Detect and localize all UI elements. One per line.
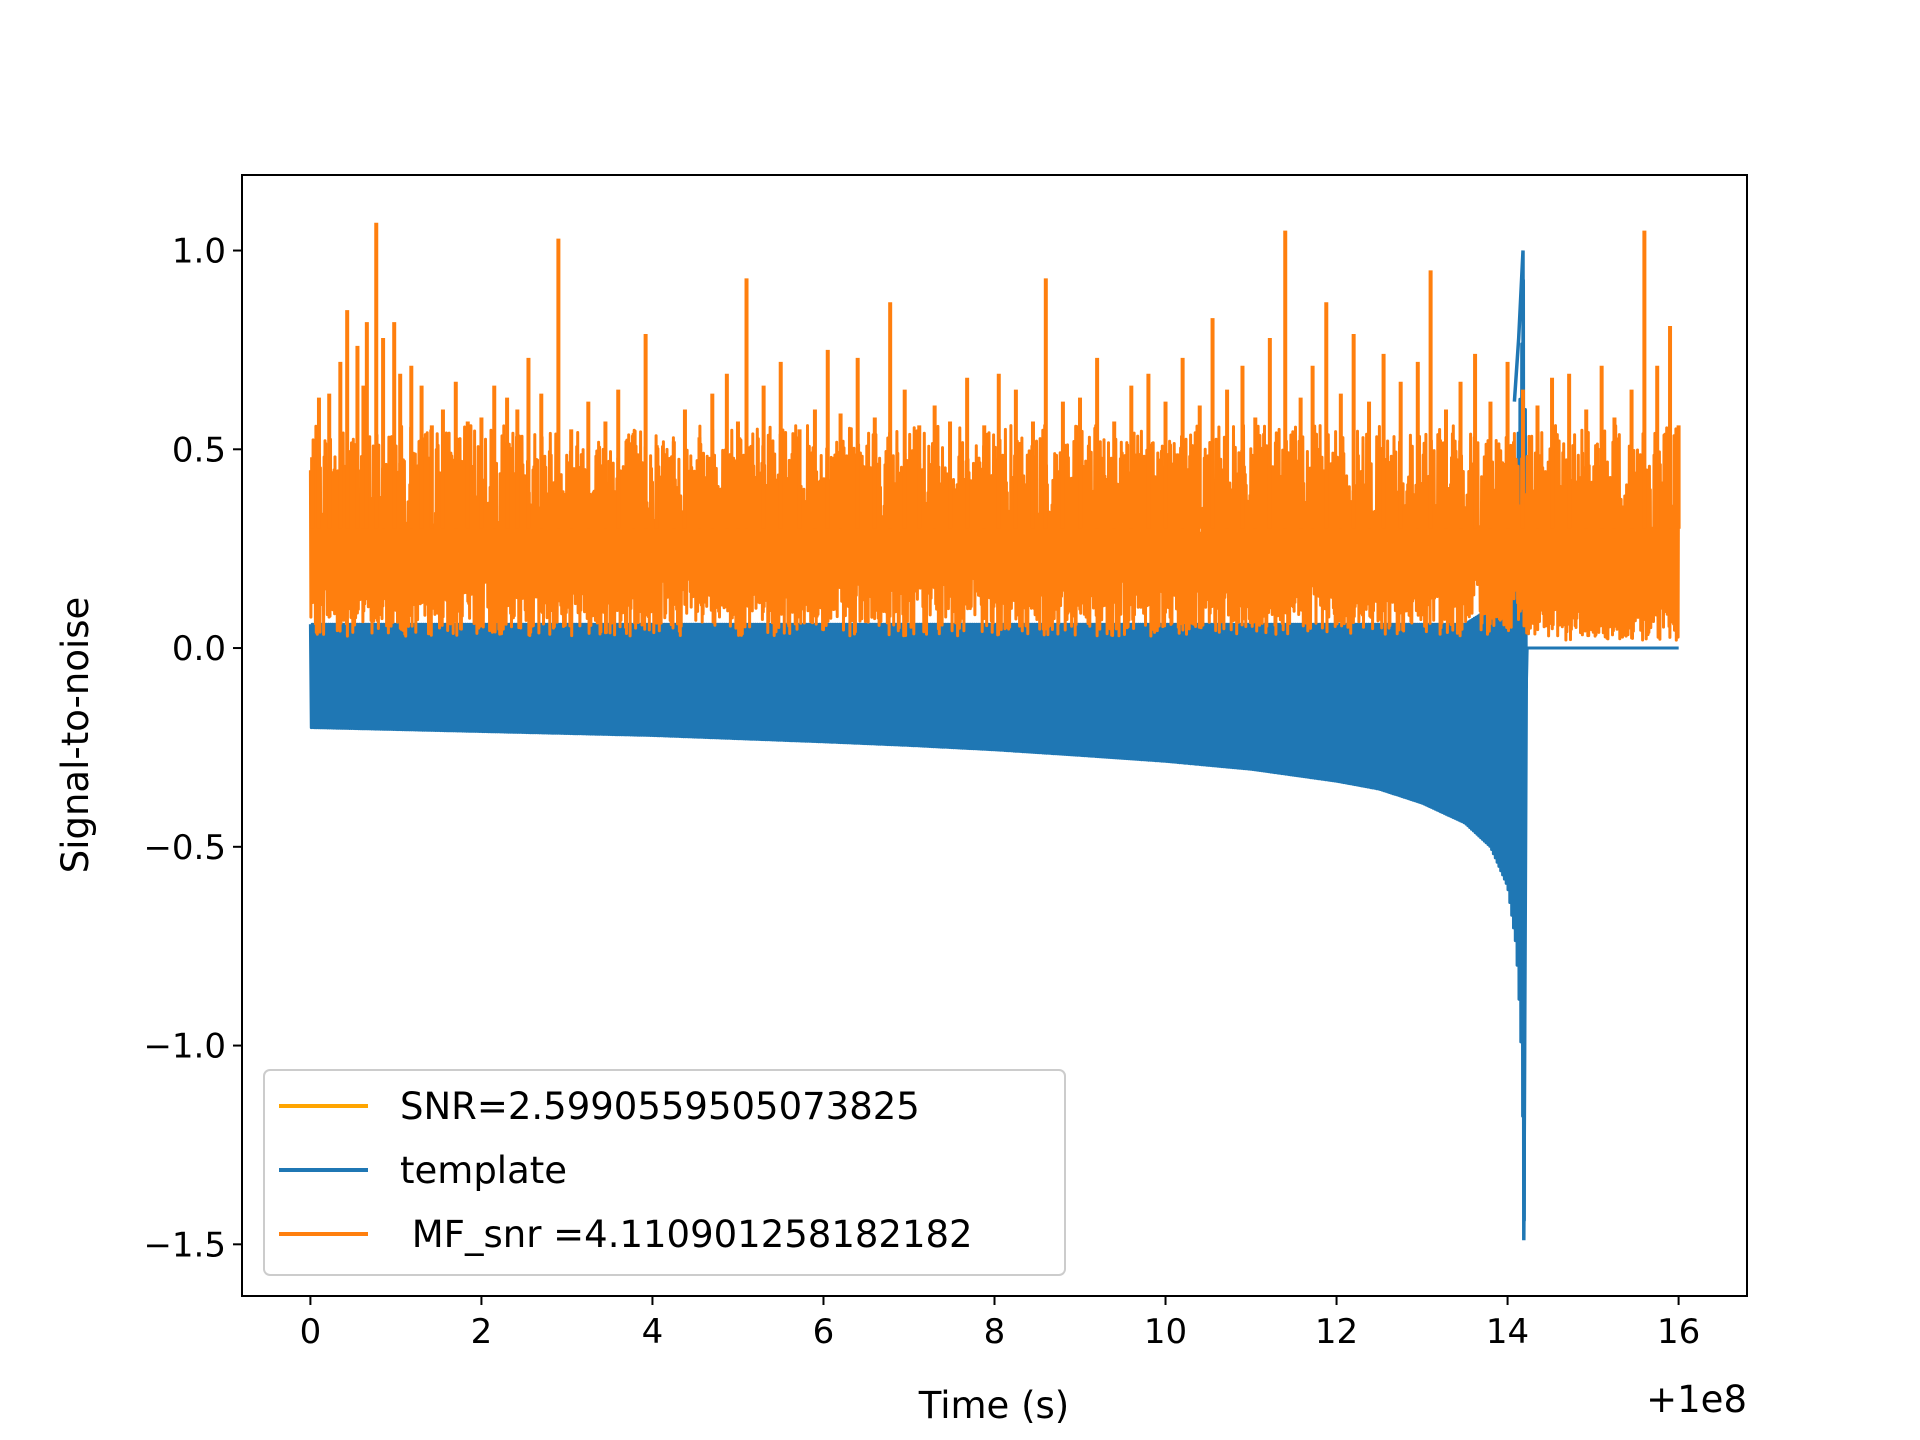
x-tick-label: 12 (1315, 1312, 1358, 1352)
y-tick-label: −0.5 (143, 828, 226, 868)
y-tick-label: −1.5 (143, 1225, 226, 1265)
y-axis: 1.0 0.5 0.0 −0.5 −1.0 −1.5 (143, 232, 242, 1265)
x-tick-label: 0 (300, 1312, 322, 1352)
mf-snr-series-line (308, 424, 1681, 642)
y-tick-label: 0.5 (172, 430, 226, 470)
legend-entry-label: MF_snr =4.110901258182182 (400, 1213, 973, 1256)
legend: SNR=2.5990559505073825 template MF_snr =4… (263, 1069, 1066, 1276)
x-axis: 0 2 4 6 8 10 12 14 16 (300, 1296, 1700, 1352)
legend-frame (263, 1069, 1066, 1276)
x-tick-label: 8 (984, 1312, 1006, 1352)
legend-entry-label: template (400, 1149, 567, 1192)
x-axis-label: Time (s) (918, 1384, 1069, 1427)
series-layer (308, 222, 1681, 1241)
y-tick-label: 1.0 (172, 232, 226, 272)
x-tick-label: 16 (1657, 1312, 1700, 1352)
plot-area (241, 174, 1748, 1297)
x-axis-offset-label: +1e8 (1646, 1378, 1747, 1421)
x-tick-label: 6 (813, 1312, 835, 1352)
x-tick-label: 4 (642, 1312, 664, 1352)
x-tick-label: 2 (471, 1312, 493, 1352)
x-tick-label: 14 (1486, 1312, 1529, 1352)
y-tick-label: 0.0 (172, 629, 226, 669)
y-tick-label: −1.0 (143, 1027, 226, 1067)
legend-entry-label: SNR=2.5990559505073825 (400, 1085, 920, 1128)
template-merger-line (1512, 250, 1529, 1241)
x-tick-label: 10 (1144, 1312, 1187, 1352)
y-axis-label: Signal-to-noise (54, 597, 97, 874)
